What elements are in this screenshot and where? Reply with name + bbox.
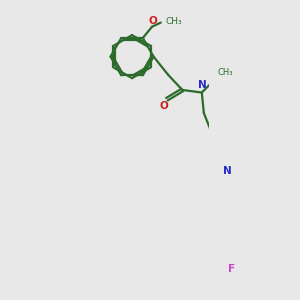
Text: N: N (224, 167, 232, 176)
Text: O: O (160, 101, 169, 111)
Text: F: F (228, 264, 236, 274)
Text: CH₃: CH₃ (165, 16, 182, 26)
Text: CH₃: CH₃ (218, 68, 233, 76)
Text: O: O (148, 16, 157, 26)
Text: N: N (198, 80, 207, 91)
